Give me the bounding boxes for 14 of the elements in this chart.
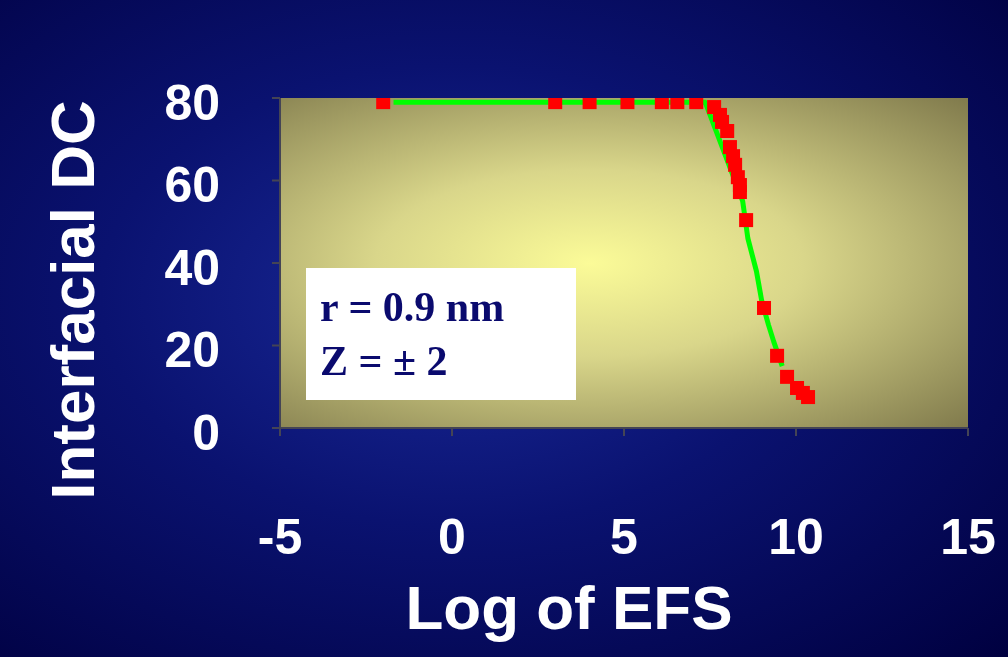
y-tick-label: 20 <box>164 322 220 379</box>
x-tick-label: 0 <box>438 508 466 565</box>
x-tick-label: 10 <box>768 508 824 565</box>
y-tick-label: 80 <box>164 74 220 131</box>
y-tick-label: 0 <box>192 404 220 461</box>
annotation: r = 0.9 nm <box>320 283 506 332</box>
x-axis-title: Log of EFS <box>404 572 734 643</box>
y-axis-title: Interfacial DC <box>36 100 108 500</box>
y-tick-label: 40 <box>164 239 220 296</box>
x-tick-label: 15 <box>940 508 996 565</box>
x-tick-label: -5 <box>257 508 303 565</box>
annotation: Z = ± 2 <box>320 337 449 386</box>
x-tick-label: 5 <box>610 508 638 565</box>
y-tick-label: 60 <box>164 157 220 214</box>
